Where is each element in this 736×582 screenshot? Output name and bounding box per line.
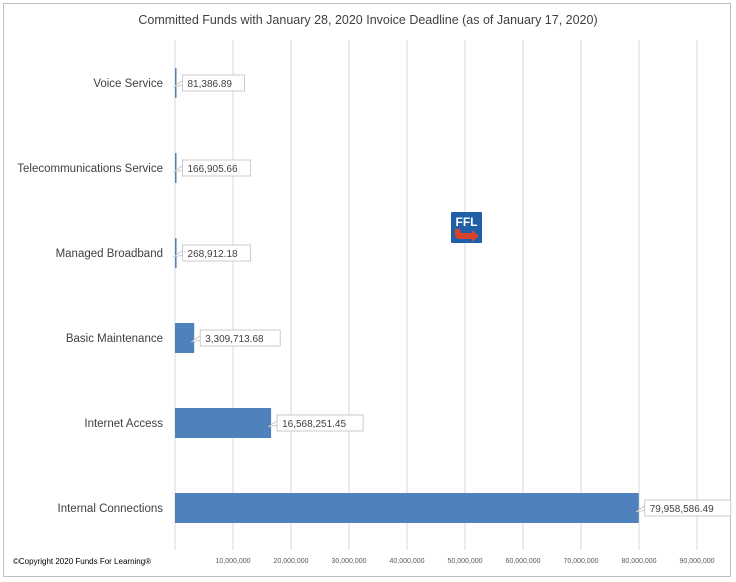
category-label: Internet Access <box>84 418 163 430</box>
x-tick-label: 50,000,000 <box>447 558 482 565</box>
x-tick-label: 40,000,000 <box>389 558 424 565</box>
bar <box>175 153 177 183</box>
ffl-logo-icon: FFL <box>451 212 482 243</box>
chart-frame <box>3 3 731 577</box>
data-label-box <box>199 329 281 347</box>
svg-text:FFL: FFL <box>456 215 478 229</box>
x-tick-label: 90,000,000 <box>679 558 714 565</box>
category-label: Basic Maintenance <box>66 333 163 345</box>
data-label-box <box>182 159 251 177</box>
data-label-box <box>182 74 245 92</box>
category-label: Voice Service <box>93 78 163 90</box>
bar <box>175 408 272 438</box>
data-label: 81,386.89 <box>188 79 233 90</box>
category-label: Managed Broadband <box>56 248 163 260</box>
x-tick-label: 70,000,000 <box>563 558 598 565</box>
x-tick-label: 80,000,000 <box>621 558 656 565</box>
bar <box>175 68 177 98</box>
data-label-box <box>276 414 364 432</box>
bar <box>175 323 195 353</box>
x-tick-label: 60,000,000 <box>505 558 540 565</box>
chart-title: Committed Funds with January 28, 2020 In… <box>138 13 598 27</box>
data-label-box <box>644 499 732 517</box>
data-label: 16,568,251.45 <box>282 419 346 430</box>
data-label: 268,912.18 <box>188 249 238 260</box>
x-tick-label: 30,000,000 <box>331 558 366 565</box>
bar <box>175 238 177 268</box>
data-label: 3,309,713.68 <box>205 334 264 345</box>
category-label: Internal Connections <box>58 503 164 515</box>
data-label-box <box>182 244 251 262</box>
x-tick-label: 20,000,000 <box>273 558 308 565</box>
category-label: Telecommunications Service <box>17 163 163 175</box>
data-label: 166,905.66 <box>188 164 238 175</box>
x-tick-label: 10,000,000 <box>215 558 250 565</box>
bar <box>175 493 639 523</box>
copyright-text: ©Copyright 2020 Funds For Learning® <box>13 557 152 566</box>
data-label: 79,958,586.49 <box>650 504 714 515</box>
